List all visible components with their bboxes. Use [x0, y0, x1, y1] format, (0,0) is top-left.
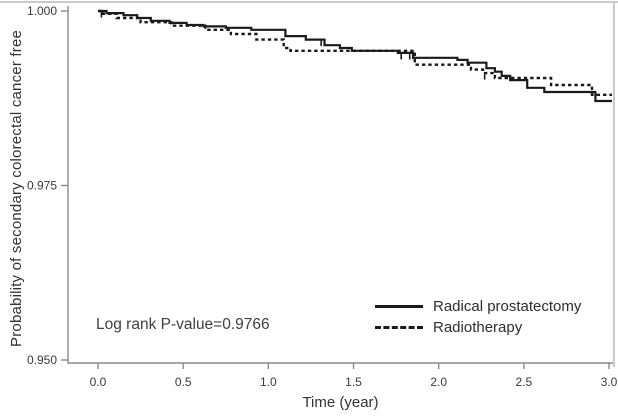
- y-axis-title: Probability of secondary colorectal canc…: [8, 29, 25, 347]
- svg-text:1.5: 1.5: [345, 375, 362, 389]
- x-axis-title: Time (year): [302, 394, 379, 411]
- solid-line-swatch: [375, 305, 423, 308]
- svg-text:1.000: 1.000: [27, 4, 57, 18]
- legend-item-radical-prostatectomy: Radical prostatectomy: [375, 296, 581, 317]
- legend-label-radiotherapy: Radiotherapy: [433, 319, 523, 336]
- svg-text:3.0: 3.0: [601, 375, 618, 389]
- svg-text:0.5: 0.5: [175, 375, 192, 389]
- svg-text:1.0: 1.0: [260, 375, 277, 389]
- log-rank-pvalue-annotation: Log rank P-value=0.9766: [96, 316, 270, 333]
- svg-text:2.0: 2.0: [430, 375, 447, 389]
- svg-text:2.5: 2.5: [515, 375, 532, 389]
- svg-text:0.975: 0.975: [27, 179, 57, 193]
- figure-border-top: [0, 1, 618, 3]
- legend: Radical prostatectomy Radiotherapy: [375, 296, 581, 338]
- svg-text:0.950: 0.950: [27, 353, 57, 367]
- figure-border-right: [613, 1, 615, 367]
- svg-text:0.0: 0.0: [90, 375, 107, 389]
- legend-label-radical-prostatectomy: Radical prostatectomy: [433, 298, 582, 315]
- legend-item-radiotherapy: Radiotherapy: [375, 317, 581, 338]
- dashed-line-swatch: [375, 326, 423, 329]
